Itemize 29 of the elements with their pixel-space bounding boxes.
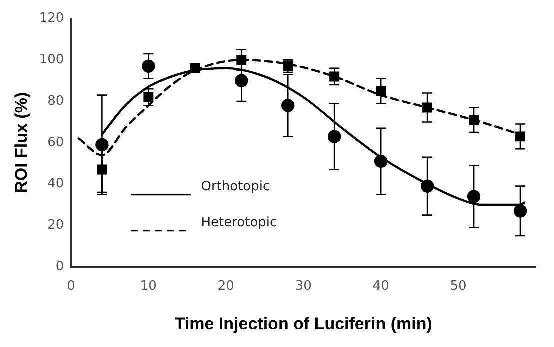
point bbox=[97, 164, 108, 175]
y-tick-label: 40 bbox=[48, 176, 64, 192]
y-tick-label: 20 bbox=[48, 218, 64, 234]
y-tick-label: 100 bbox=[39, 52, 64, 68]
x-tick-label: 30 bbox=[295, 279, 312, 294]
x-tick-label: 40 bbox=[372, 279, 390, 294]
x-axis-title: Time Injection of Luciferin (min) bbox=[174, 314, 432, 334]
point bbox=[190, 63, 200, 74]
y-tick-label: 0 bbox=[56, 259, 64, 274]
y-tick-label: 120 bbox=[39, 11, 64, 26]
point bbox=[330, 72, 340, 82]
point bbox=[328, 130, 342, 144]
legend-label: Orthotopic bbox=[201, 179, 270, 194]
point bbox=[516, 132, 526, 142]
point bbox=[469, 115, 480, 126]
point bbox=[467, 190, 481, 204]
x-tick-label: 20 bbox=[218, 279, 234, 294]
point bbox=[420, 180, 434, 193]
point bbox=[374, 154, 388, 168]
point bbox=[422, 102, 433, 113]
x-tick-label: 50 bbox=[450, 279, 467, 294]
y-tick-label: 60 bbox=[48, 135, 64, 150]
x-tick-label: 10 bbox=[140, 279, 157, 294]
x-tick-label: 0 bbox=[67, 279, 76, 294]
y-axis-title: ROI Flux (%) bbox=[12, 92, 31, 194]
y-tick-label: 80 bbox=[48, 94, 64, 109]
point bbox=[376, 86, 386, 96]
legend-label: Heterotopic bbox=[201, 215, 278, 230]
point bbox=[514, 204, 528, 218]
